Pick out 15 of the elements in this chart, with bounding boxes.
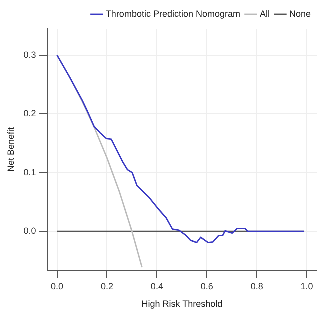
x-tick-label: 0.0 [51,281,64,292]
y-tick-label: 0.1 [24,167,36,178]
x-tick-label: 0.6 [200,281,214,292]
x-tick-label: 0.4 [150,281,164,292]
y-tick-label: 0.0 [24,226,36,236]
legend-label: None [289,8,311,19]
y-tick-label: 0.3 [24,50,36,60]
y-tick-label: 0.2 [24,108,36,119]
x-tick-label: 1.0 [300,281,314,292]
y-axis-title: Net Benefit [6,126,16,172]
x-tick-label: 0.2 [100,281,114,292]
x-tick-label: 0.8 [250,281,264,292]
x-axis-title: High Risk Threshold [142,299,223,310]
legend-label: Thrombotic Prediction Nomogram [106,8,240,19]
legend-label: All [260,8,270,19]
